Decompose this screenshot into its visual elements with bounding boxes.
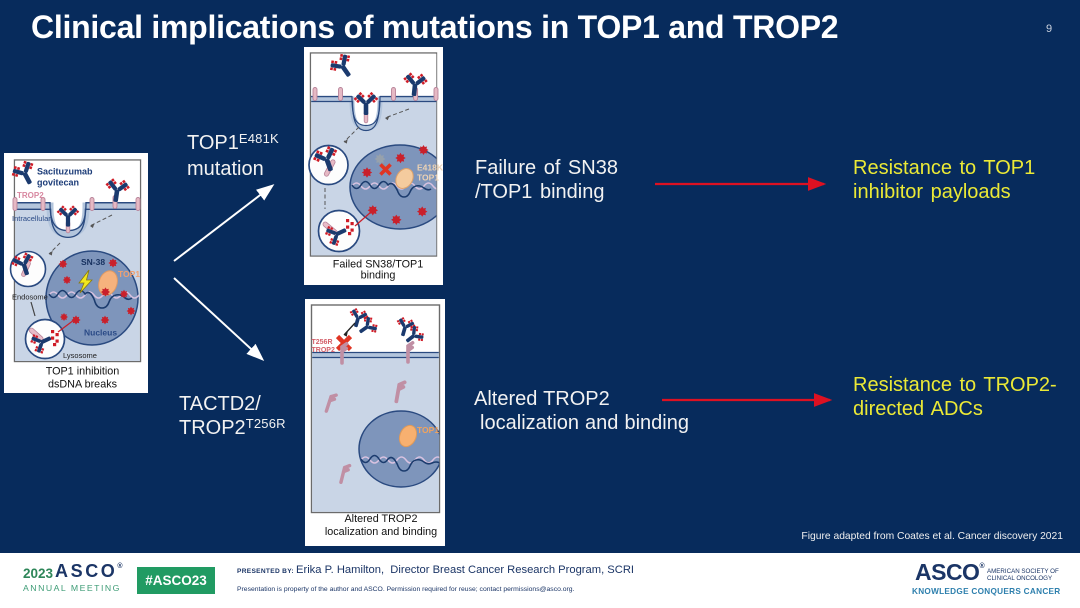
svg-text:TOP1: TOP1 <box>417 425 439 435</box>
svg-text:Nucleus: Nucleus <box>84 328 117 338</box>
svg-text:SN-38: SN-38 <box>81 257 105 267</box>
svg-text:Endosome: Endosome <box>12 293 48 302</box>
svg-text:Sacituzumab: Sacituzumab <box>37 167 93 177</box>
svg-text:Lysosome: Lysosome <box>63 351 97 360</box>
svg-text:TOP1: TOP1 <box>118 269 140 279</box>
svg-text:binding: binding <box>361 270 396 282</box>
svg-text:E418K: E418K <box>417 163 443 173</box>
svg-text:TROP2: TROP2 <box>17 191 44 200</box>
svg-text:govitecan: govitecan <box>37 178 79 188</box>
svg-text:TOP1 inhibition: TOP1 inhibition <box>46 365 120 377</box>
svg-text:TOP1: TOP1 <box>417 173 439 183</box>
svg-text:Failed SN38/TOP1: Failed SN38/TOP1 <box>333 259 423 271</box>
svg-text:TROP2: TROP2 <box>312 347 335 354</box>
svg-text:T256R: T256R <box>312 339 333 346</box>
svg-text:Intracellular: Intracellular <box>12 214 51 223</box>
svg-text:dsDNA breaks: dsDNA breaks <box>48 378 118 390</box>
